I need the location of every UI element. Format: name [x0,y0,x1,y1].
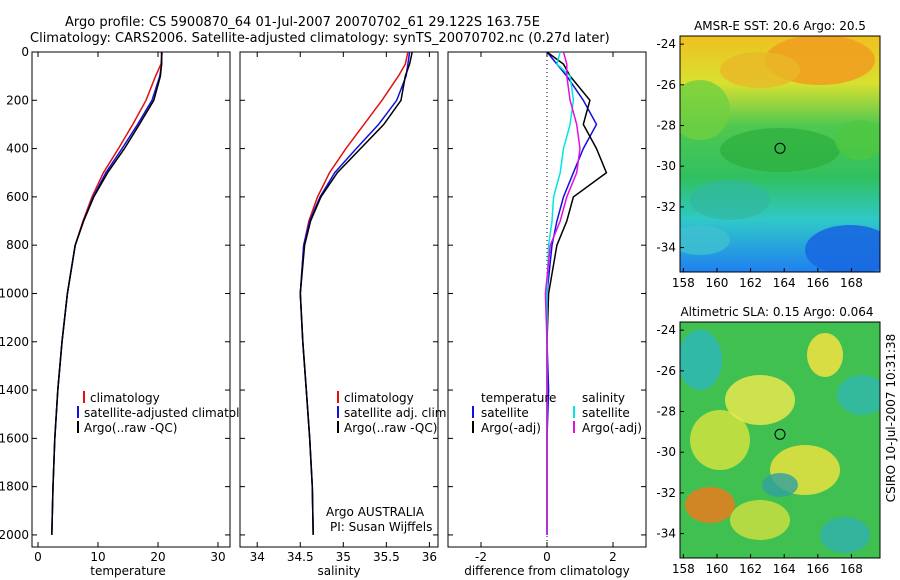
legend-label-temperature: temperature [481,391,556,405]
figure-title-line1: Argo profile: CS 5900870_64 01-Jul-2007 … [65,15,540,30]
y-tick-label: -28 [656,119,676,133]
y-tick-label: -34 [656,241,676,255]
y-tick-label: 1600 [0,431,29,445]
sla-map-frame [679,321,881,559]
y-tick-label: 2000 [0,528,29,542]
legend-label-satellite: satellite adj. clim. [344,406,450,420]
y-tick-label: -28 [656,405,676,419]
x-tick-label: 166 [806,562,829,576]
difference-ticks: -2 0 2 [448,51,646,564]
sst-map-frame [679,35,881,273]
y-tick-label: -30 [656,445,676,459]
salinity-annotation-line1: Argo AUSTRALIA [326,505,425,519]
x-tick-label: 158 [672,562,695,576]
sla-map-title: Altimetric SLA: 0.15 Argo: 0.064 [680,305,873,319]
series-line [51,52,163,535]
difference-lines [544,51,608,535]
figure-title-line2: Climatology: CARS2006. Satellite-adjuste… [30,31,610,46]
x-tick-label: 36 [422,550,437,564]
temperature-panel: 0 10 20 30 0 200 400 600 800 1000 1200 1400 1600 1800… [0,45,262,578]
y-tick-label: -30 [656,159,676,173]
temperature-xlabel: temperature [90,564,165,578]
argo-location-marker [774,142,786,154]
legend-label-sal-satellite: satellite [582,406,630,420]
legend-label-climatology: climatology [344,391,414,405]
x-tick-label: 34.5 [287,550,314,564]
x-tick-label: 162 [739,276,762,290]
y-tick-label: 0 [21,45,29,59]
salinity-panel: 34 34.5 35 35.5 36 salinity climatology sate… [239,51,450,578]
x-tick-label: 160 [706,276,729,290]
y-tick-label: -32 [656,200,676,214]
x-tick-label: 158 [672,276,695,290]
sla-map-panel: Altimetric SLA: 0.15 Argo: 0.064 158 160 1… [656,305,881,576]
temperature-legend: climatology satellite-adjusted climatolo… [77,391,262,435]
sst-map-panel: AMSR-E SST: 20.6 Argo: 20.5 158 160 162 164… [656,19,881,290]
legend-label-argo: Argo(..raw -QC) [84,421,177,435]
temperature-lines [51,51,163,535]
legend-label-argo: Argo(..raw -QC) [344,421,437,435]
y-tick-label: 1400 [0,383,29,397]
x-tick-label: 35 [336,550,351,564]
sst-ticks: 158 160 162 164 166 168 -24 -26 -28 -30 -32 -34 [656,37,862,290]
x-tick-label: 160 [706,562,729,576]
legend-label-sal-argo: Argo(-adj) [582,421,642,435]
y-tick-label: -32 [656,486,676,500]
y-tick-label: -24 [656,323,676,337]
x-tick-label: 168 [840,562,863,576]
y-tick-label: 400 [6,142,29,156]
y-tick-label: 200 [6,93,29,107]
y-tick-label: 1800 [0,480,29,494]
x-tick-label: 162 [739,562,762,576]
legend-label-temp-argo: Argo(-adj) [481,421,541,435]
x-tick-label: 10 [90,550,105,564]
y-tick-label: 1000 [0,286,29,300]
x-tick-label: 0 [543,550,551,564]
legend-label-satellite: satellite-adjusted climatology [84,406,262,420]
y-tick-label: -26 [656,364,676,378]
sla-ticks: 158 160 162 164 166 168 -24 -26 -28 -30 -32 -34 [656,323,862,576]
y-tick-label: 600 [6,190,29,204]
series-line [546,51,598,535]
x-tick-label: 164 [773,276,796,290]
y-tick-label: 800 [6,238,29,252]
sst-map-title: AMSR-E SST: 20.6 Argo: 20.5 [694,19,866,33]
sst-heatmap [680,36,880,272]
legend-label-climatology: climatology [90,391,160,405]
series-line [544,51,581,535]
x-tick-label: 2 [609,550,617,564]
salinity-lines [299,51,413,535]
salinity-annotation-line2: PI: Susan Wijffels [330,520,432,534]
y-tick-label: -24 [656,37,676,51]
x-tick-label: -2 [475,550,487,564]
salinity-axes-frame [239,51,439,548]
x-tick-label: 0 [34,550,42,564]
salinity-legend: climatology satellite adj. clim. Argo(..… [337,391,450,435]
x-tick-label: 35.5 [373,550,400,564]
y-tick-label: -34 [656,527,676,541]
sla-heatmap [680,322,880,558]
x-tick-label: 34 [250,550,265,564]
argo-location-marker [774,428,786,440]
x-tick-label: 166 [806,276,829,290]
y-tick-label: -26 [656,78,676,92]
x-tick-label: 168 [840,276,863,290]
legend-label-temp-satellite: satellite [481,406,529,420]
legend-label-salinity: salinity [582,391,625,405]
x-tick-label: 30 [210,550,225,564]
difference-legend: temperature satellite Argo(-adj) salinit… [472,391,642,435]
y-tick-label: 1200 [0,335,29,349]
side-timestamp-label: CSIRO 10-Jul-2007 10:31:38 [884,334,898,502]
difference-panel: -2 0 2 difference from climatology tempera… [447,51,647,578]
temperature-ticks: 0 10 20 30 0 200 400 600 800 1000 1200 1400 1600 1800… [0,45,230,564]
x-tick-label: 20 [150,550,165,564]
x-tick-label: 164 [773,562,796,576]
salinity-xlabel: salinity [317,564,360,578]
series-line [299,51,413,535]
difference-xlabel: difference from climatology [464,564,630,578]
salinity-ticks: 34 34.5 35 35.5 36 [240,51,438,564]
